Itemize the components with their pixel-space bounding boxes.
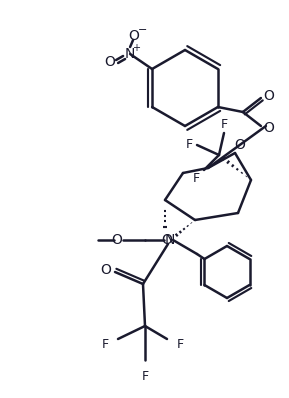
Text: O: O — [101, 263, 112, 277]
Text: −: − — [137, 25, 147, 35]
Text: F: F — [177, 338, 184, 351]
Text: O: O — [162, 233, 173, 247]
Text: N: N — [125, 47, 135, 61]
Text: O: O — [264, 89, 274, 103]
Text: O: O — [235, 138, 245, 152]
Text: F: F — [186, 139, 192, 152]
Text: F: F — [221, 119, 227, 131]
Text: O: O — [112, 233, 123, 247]
Text: O: O — [129, 29, 140, 43]
Text: F: F — [192, 172, 200, 185]
Text: O: O — [105, 55, 116, 69]
Text: F: F — [101, 338, 109, 351]
Text: +: + — [132, 43, 140, 53]
Text: F: F — [141, 369, 149, 382]
Text: N: N — [165, 233, 175, 247]
Text: O: O — [264, 121, 274, 135]
